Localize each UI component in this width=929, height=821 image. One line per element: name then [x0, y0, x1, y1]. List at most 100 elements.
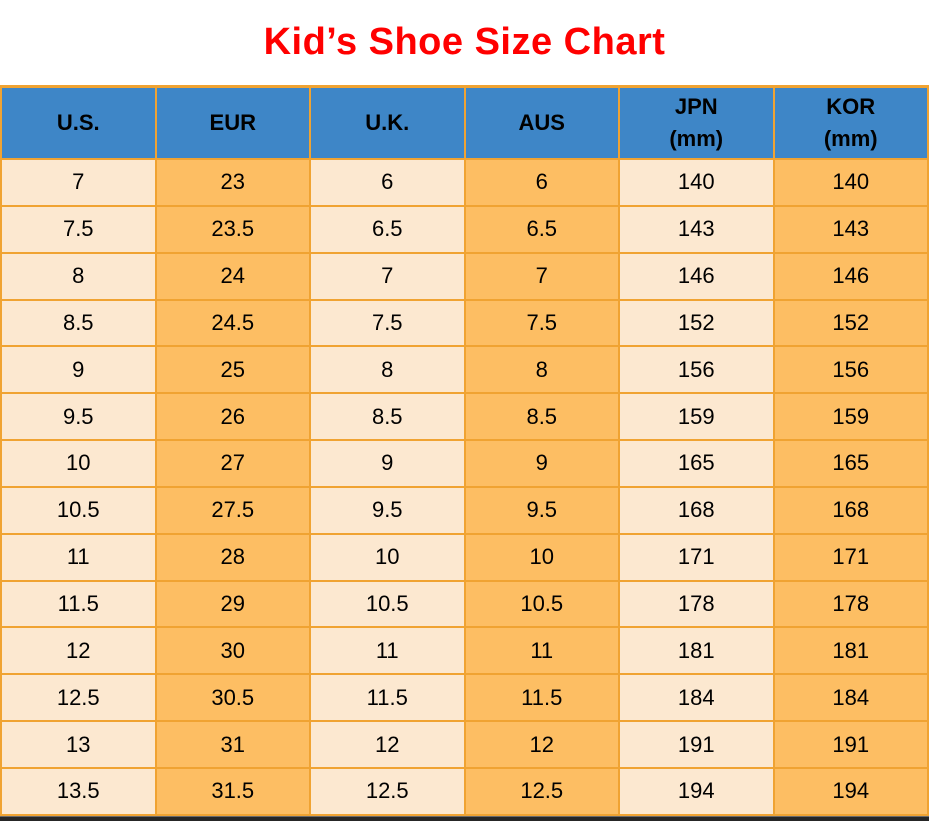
size-cell: 12.5	[309, 766, 466, 817]
shoe-size-table: U.S. EUR U.K. AUS JPN (mm) KOR (mm) 7 23 6 6 140 140…	[0, 85, 929, 817]
size-cell: 30.5	[154, 673, 311, 723]
size-cell: 27.5	[154, 485, 311, 535]
size-cell: 12.5	[463, 766, 620, 817]
table-body: 7 23 6 6 140 140 7.5 23.5 6.5 6.5 143 143 8 24 7 7 146 14…	[0, 158, 929, 817]
size-cell: 23	[154, 158, 311, 207]
title-bar: Kid’s Shoe Size Chart	[0, 0, 929, 85]
size-cell: 178	[772, 579, 929, 629]
table-row: 11.5 29 10.5 10.5 178 178	[0, 579, 929, 629]
size-cell: 6	[309, 158, 466, 207]
table-row: 9.5 26 8.5 8.5 159 159	[0, 392, 929, 442]
size-cell: 31.5	[154, 766, 311, 817]
size-cell: 9	[309, 439, 466, 488]
bottom-edge-bar	[0, 816, 929, 821]
size-cell: 194	[618, 766, 775, 817]
size-cell: 8	[309, 345, 466, 395]
table-header: U.S. EUR U.K. AUS JPN (mm) KOR (mm)	[0, 85, 929, 160]
table-row: 7.5 23.5 6.5 6.5 143 143	[0, 204, 929, 254]
size-cell: 11	[463, 626, 620, 676]
size-cell: 7	[463, 251, 620, 301]
size-cell: 181	[618, 626, 775, 676]
size-cell: 13	[0, 720, 157, 769]
size-cell: 7	[0, 158, 157, 207]
size-cell: 140	[618, 158, 775, 207]
table-row: 8.5 24.5 7.5 7.5 152 152	[0, 298, 929, 348]
size-cell: 6.5	[309, 204, 466, 254]
size-cell: 171	[772, 532, 929, 582]
size-cell: 178	[618, 579, 775, 629]
size-cell: 23.5	[154, 204, 311, 254]
size-cell: 9	[0, 345, 157, 395]
size-cell: 26	[154, 392, 311, 442]
size-cell: 29	[154, 579, 311, 629]
size-cell: 10	[309, 532, 466, 582]
size-cell: 156	[618, 345, 775, 395]
size-cell: 184	[618, 673, 775, 723]
column-header-u-s: U.S.	[0, 85, 157, 160]
column-header-aus: AUS	[463, 85, 620, 160]
table-row: 13.5 31.5 12.5 12.5 194 194	[0, 766, 929, 817]
size-cell: 10.5	[309, 579, 466, 629]
size-cell: 8	[0, 251, 157, 301]
size-cell: 159	[772, 392, 929, 442]
table-row: 7 23 6 6 140 140	[0, 158, 929, 207]
column-header-u-k: U.K.	[309, 85, 466, 160]
size-cell: 9	[463, 439, 620, 488]
size-cell: 7.5	[309, 298, 466, 348]
size-cell: 171	[618, 532, 775, 582]
size-cell: 11.5	[309, 673, 466, 723]
size-cell: 11.5	[0, 579, 157, 629]
size-cell: 10.5	[463, 579, 620, 629]
page-title: Kid’s Shoe Size Chart	[263, 21, 666, 63]
size-cell: 194	[772, 766, 929, 817]
table-row: 12 30 11 11 181 181	[0, 626, 929, 676]
size-cell: 168	[618, 485, 775, 535]
table-row: 10 27 9 9 165 165	[0, 439, 929, 488]
size-cell: 25	[154, 345, 311, 395]
column-header-jpn-mm: JPN (mm)	[618, 85, 775, 160]
size-cell: 184	[772, 673, 929, 723]
size-cell: 146	[772, 251, 929, 301]
column-header-eur: EUR	[154, 85, 311, 160]
size-cell: 11	[0, 532, 157, 582]
size-cell: 165	[618, 439, 775, 488]
size-cell: 12	[0, 626, 157, 676]
size-cell: 12	[309, 720, 466, 769]
size-cell: 9.5	[463, 485, 620, 535]
size-cell: 28	[154, 532, 311, 582]
table-row: 10.5 27.5 9.5 9.5 168 168	[0, 485, 929, 535]
table-row: 9 25 8 8 156 156	[0, 345, 929, 395]
size-cell: 13.5	[0, 766, 157, 817]
size-cell: 8.5	[309, 392, 466, 442]
size-cell: 27	[154, 439, 311, 488]
size-cell: 8	[463, 345, 620, 395]
size-cell: 7.5	[463, 298, 620, 348]
size-cell: 7.5	[0, 204, 157, 254]
size-cell: 11.5	[463, 673, 620, 723]
size-cell: 143	[772, 204, 929, 254]
size-cell: 12.5	[0, 673, 157, 723]
table-row: 13 31 12 12 191 191	[0, 720, 929, 769]
size-cell: 10.5	[0, 485, 157, 535]
size-cell: 191	[772, 720, 929, 769]
size-cell: 159	[618, 392, 775, 442]
header-row: U.S. EUR U.K. AUS JPN (mm) KOR (mm)	[0, 85, 929, 160]
size-cell: 152	[618, 298, 775, 348]
size-cell: 24	[154, 251, 311, 301]
size-cell: 6.5	[463, 204, 620, 254]
column-header-kor-mm: KOR (mm)	[772, 85, 929, 160]
size-cell: 156	[772, 345, 929, 395]
size-cell: 181	[772, 626, 929, 676]
size-cell: 10	[463, 532, 620, 582]
size-cell: 24.5	[154, 298, 311, 348]
size-cell: 9.5	[0, 392, 157, 442]
size-cell: 8.5	[0, 298, 157, 348]
size-cell: 11	[309, 626, 466, 676]
table-row: 12.5 30.5 11.5 11.5 184 184	[0, 673, 929, 723]
table-row: 11 28 10 10 171 171	[0, 532, 929, 582]
size-cell: 8.5	[463, 392, 620, 442]
size-cell: 30	[154, 626, 311, 676]
size-cell: 10	[0, 439, 157, 488]
size-cell: 168	[772, 485, 929, 535]
size-cell: 31	[154, 720, 311, 769]
